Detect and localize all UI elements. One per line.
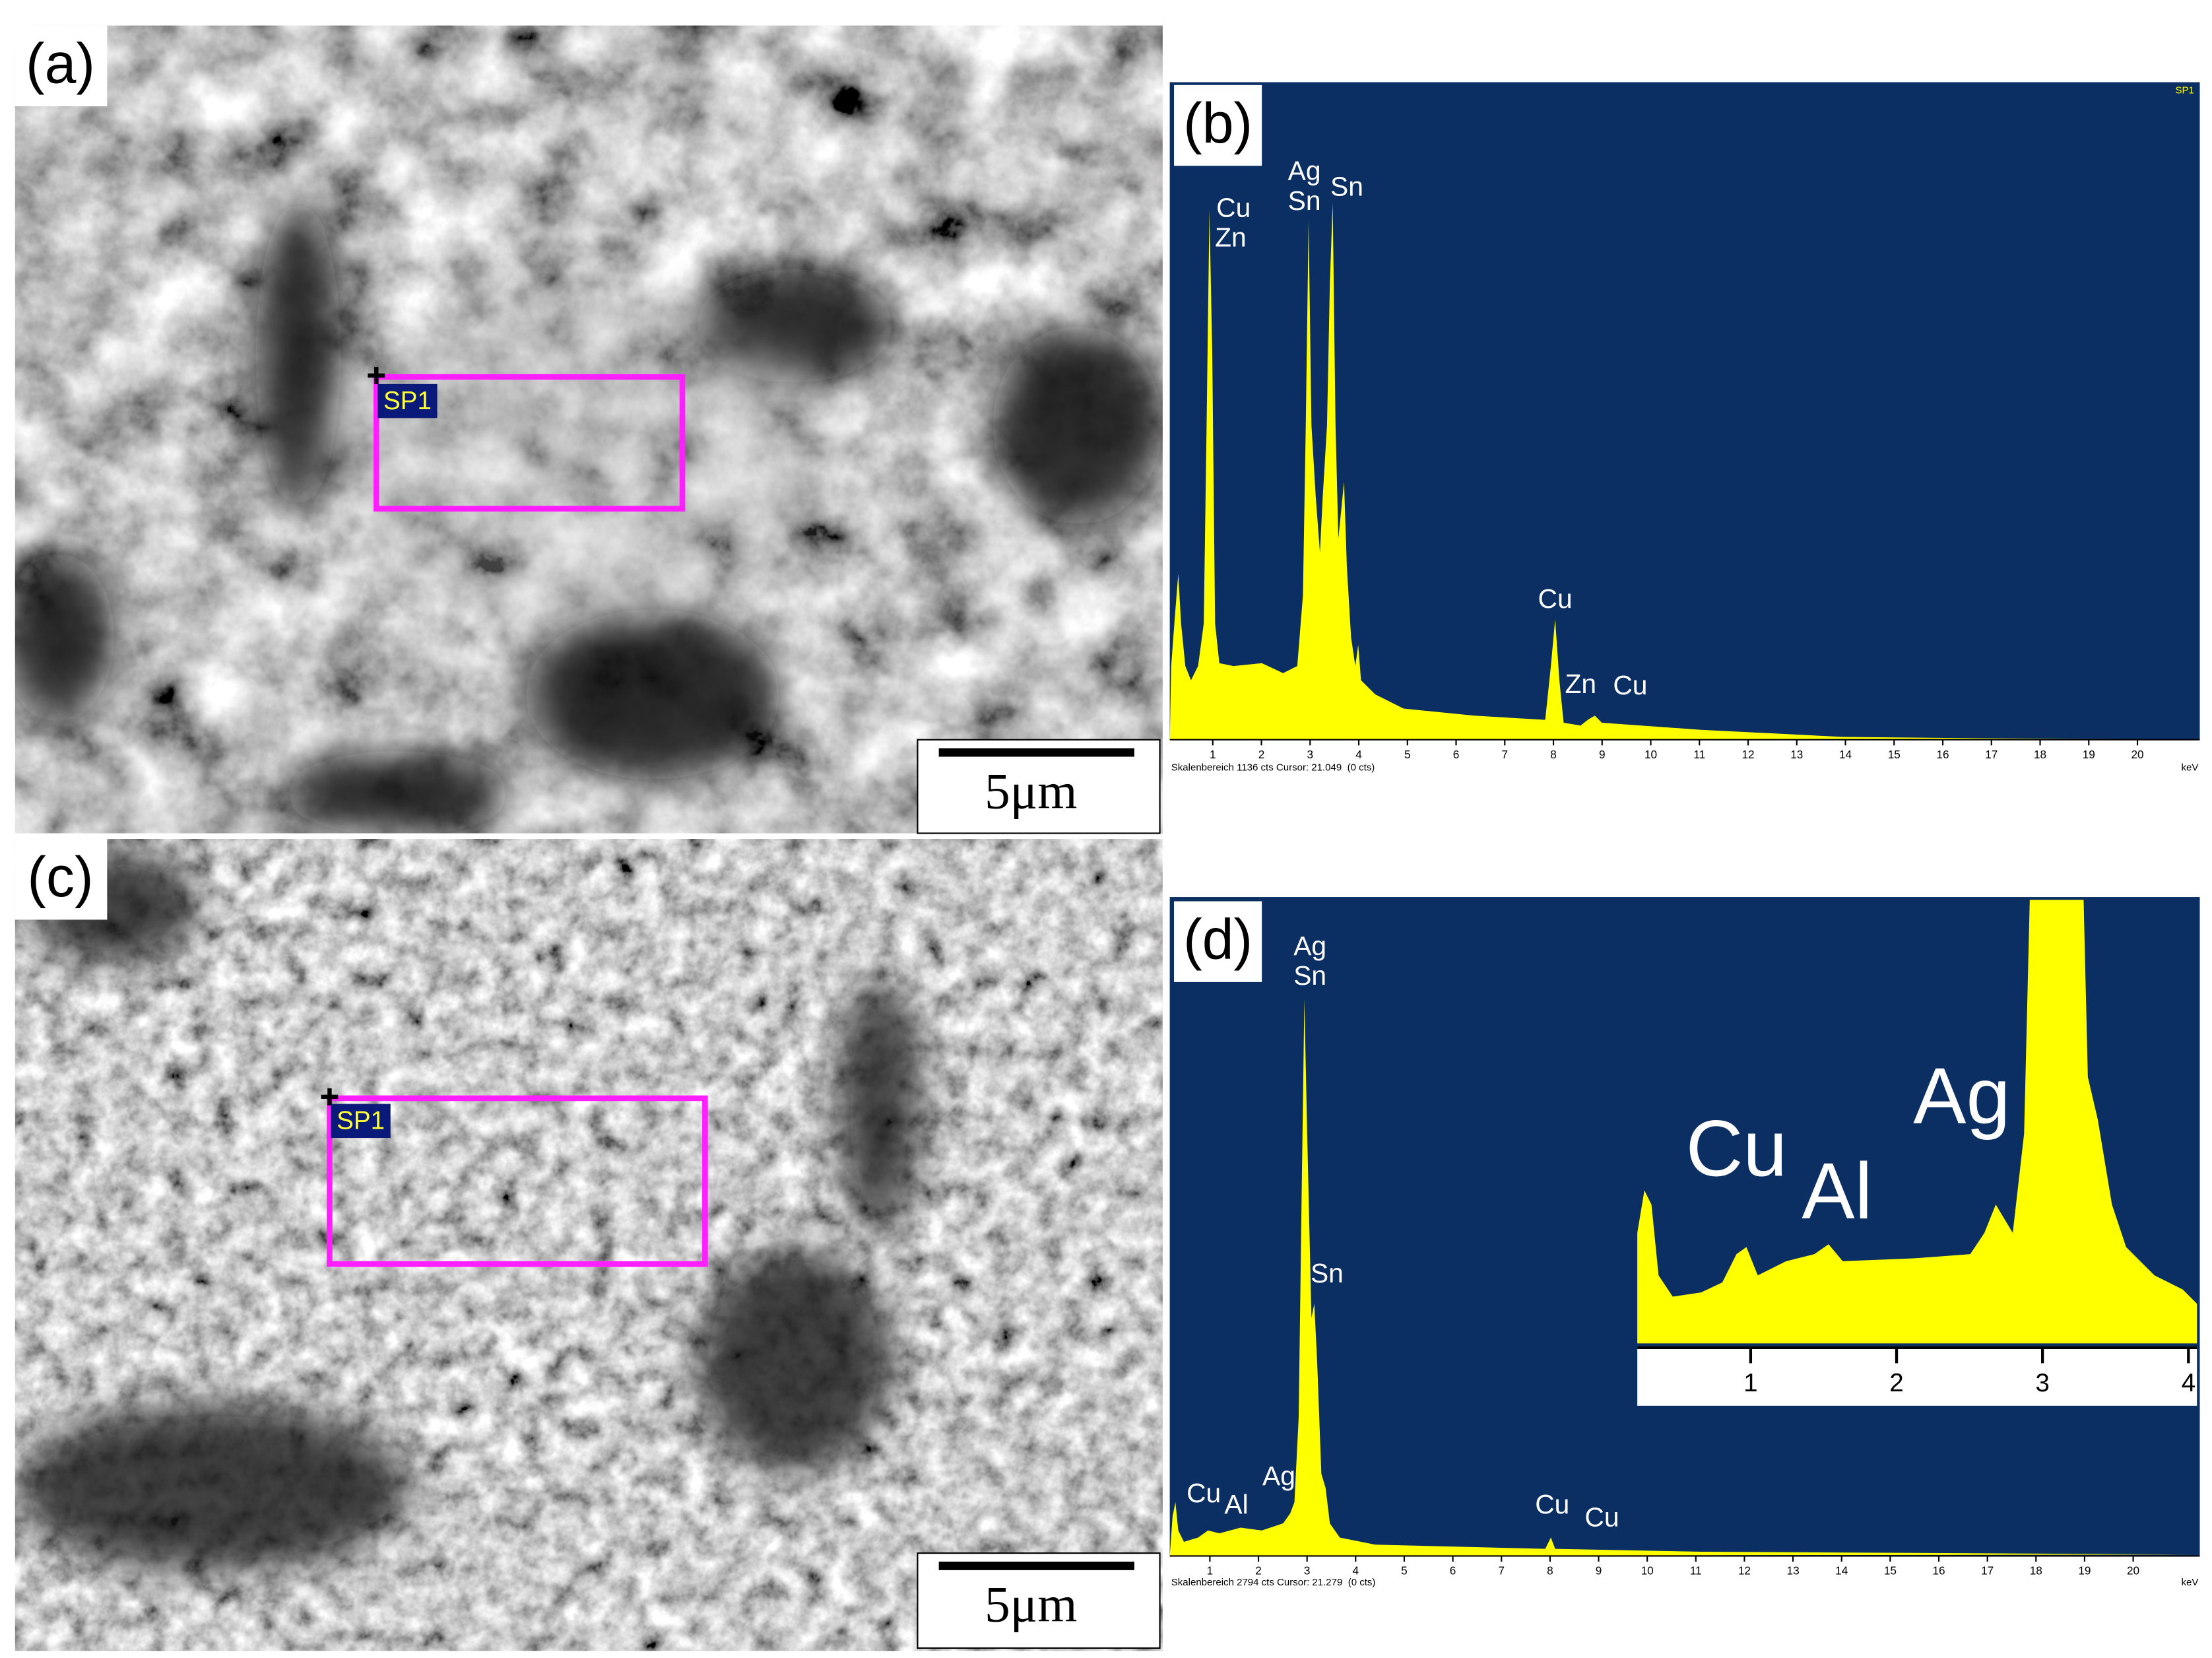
tick-label: 11 bbox=[1693, 748, 1705, 761]
scale-bar-label: 5μm bbox=[985, 1576, 1077, 1633]
marker-box bbox=[331, 1104, 391, 1139]
tick-label: 1 bbox=[1210, 748, 1216, 761]
peak-label: Zn bbox=[1565, 669, 1596, 699]
marker-box bbox=[377, 383, 438, 418]
spectrum-axis bbox=[1169, 1556, 2200, 1592]
tick-label: 2 bbox=[1258, 748, 1265, 761]
sem-image-c bbox=[15, 839, 1163, 1651]
peak-label: Cu bbox=[1584, 1502, 1619, 1532]
tick-label: 10 bbox=[1644, 748, 1657, 761]
panel-label: (c) bbox=[27, 846, 93, 909]
axis-unit: keV bbox=[2181, 762, 2198, 774]
analysis-box bbox=[327, 1095, 708, 1267]
panel-label-box bbox=[15, 839, 108, 920]
peak-label: Cu bbox=[1538, 583, 1573, 614]
tick-label: 19 bbox=[2078, 1564, 2091, 1577]
panel-label-box bbox=[15, 25, 108, 107]
marker-label: SP1 bbox=[383, 387, 432, 415]
tick-label: 12 bbox=[1741, 748, 1754, 761]
inset-tick-label: 2 bbox=[1889, 1369, 1903, 1397]
peak-label: Ag bbox=[1288, 156, 1321, 186]
tick-label: 10 bbox=[1641, 1564, 1654, 1577]
inset-label: Cu bbox=[1686, 1105, 1788, 1193]
tick-label: 9 bbox=[1599, 748, 1606, 761]
spectrum-axis bbox=[1169, 739, 2200, 776]
tick-label: 6 bbox=[1453, 748, 1460, 761]
marker-label: SP1 bbox=[337, 1107, 385, 1135]
tick-label: 18 bbox=[2034, 748, 2046, 761]
peak-label: Sn bbox=[1293, 960, 1326, 991]
panel-label: (d) bbox=[1183, 908, 1252, 972]
tick-label: 7 bbox=[1502, 748, 1509, 761]
peak-label: Zn bbox=[1215, 222, 1247, 253]
panel-label: (a) bbox=[26, 32, 95, 96]
tick-label: 18 bbox=[2030, 1564, 2042, 1577]
tick-label: 14 bbox=[1839, 748, 1852, 761]
inset-tick-label: 4 bbox=[2182, 1369, 2196, 1397]
inset-spectrum bbox=[1637, 900, 2197, 1344]
tick-label: 4 bbox=[1353, 1564, 1359, 1577]
tick-label: 11 bbox=[1690, 1564, 1702, 1577]
tick-label: 9 bbox=[1596, 1564, 1602, 1577]
peak-label: Sn bbox=[1311, 1258, 1344, 1288]
peak-label: Ag bbox=[1262, 1461, 1295, 1491]
spectrum-footer: Skalenbereich 2794 cts Cursor: 21.279 (0… bbox=[1171, 1577, 1376, 1588]
tick-label: 1 bbox=[1207, 1564, 1214, 1577]
inset-label: Al bbox=[1802, 1147, 1872, 1236]
panel-label-box bbox=[1174, 84, 1262, 166]
tick-label: 17 bbox=[1981, 1564, 1994, 1577]
peak-label: Cu bbox=[1535, 1489, 1569, 1519]
inset-axis bbox=[1637, 1346, 2197, 1406]
inset-tick-label: 3 bbox=[2035, 1369, 2049, 1397]
inset-tick-label: 1 bbox=[1743, 1369, 1757, 1397]
tick-label: 14 bbox=[1835, 1564, 1848, 1577]
tick-label: 12 bbox=[1738, 1564, 1751, 1577]
spectrum bbox=[1169, 203, 2200, 740]
tick-label: 20 bbox=[2131, 748, 2143, 761]
tick-label: 3 bbox=[1307, 748, 1314, 761]
crosshair bbox=[368, 367, 385, 384]
tick-label: 8 bbox=[1550, 748, 1557, 761]
panel-label: (b) bbox=[1183, 92, 1252, 155]
corner-tag: SP1 bbox=[2176, 84, 2194, 96]
peak-label: Cu bbox=[1613, 670, 1647, 700]
tick-label: 16 bbox=[1936, 748, 1949, 761]
tick-label: 7 bbox=[1498, 1564, 1505, 1577]
tick-label: 15 bbox=[1884, 1564, 1897, 1577]
tick-label: 13 bbox=[1790, 748, 1803, 761]
tick-label: 19 bbox=[2083, 748, 2095, 761]
sem-image-a bbox=[15, 25, 1163, 834]
peak-label: Al bbox=[1224, 1489, 1248, 1519]
tick-label: 15 bbox=[1888, 748, 1901, 761]
spectrum-footer: Skalenbereich 1136 cts Cursor: 21.049 (0… bbox=[1171, 762, 1375, 774]
peak-label: Sn bbox=[1330, 171, 1363, 201]
axis-unit: keV bbox=[2181, 1577, 2198, 1588]
peak-label: Cu bbox=[1216, 193, 1251, 223]
tick-label: 2 bbox=[1255, 1564, 1262, 1577]
crosshair bbox=[321, 1088, 339, 1106]
tick-label: 17 bbox=[1985, 748, 1998, 761]
peak-label: Sn bbox=[1288, 185, 1321, 216]
peak-label: Cu bbox=[1187, 1478, 1221, 1508]
tick-label: 3 bbox=[1304, 1564, 1311, 1577]
tick-label: 13 bbox=[1787, 1564, 1800, 1577]
analysis-box bbox=[373, 374, 686, 512]
tick-label: 4 bbox=[1355, 748, 1362, 761]
tick-label: 6 bbox=[1450, 1564, 1456, 1577]
tick-label: 20 bbox=[2127, 1564, 2139, 1577]
scale-bar-label: 5μm bbox=[985, 762, 1077, 819]
tick-label: 5 bbox=[1404, 748, 1411, 761]
tick-label: 16 bbox=[1932, 1564, 1945, 1577]
inset-label: Ag bbox=[1913, 1052, 2010, 1141]
tick-label: 5 bbox=[1401, 1564, 1408, 1577]
tick-label: 8 bbox=[1547, 1564, 1553, 1577]
panel-label-box bbox=[1174, 901, 1262, 982]
peak-label: Ag bbox=[1293, 931, 1326, 961]
